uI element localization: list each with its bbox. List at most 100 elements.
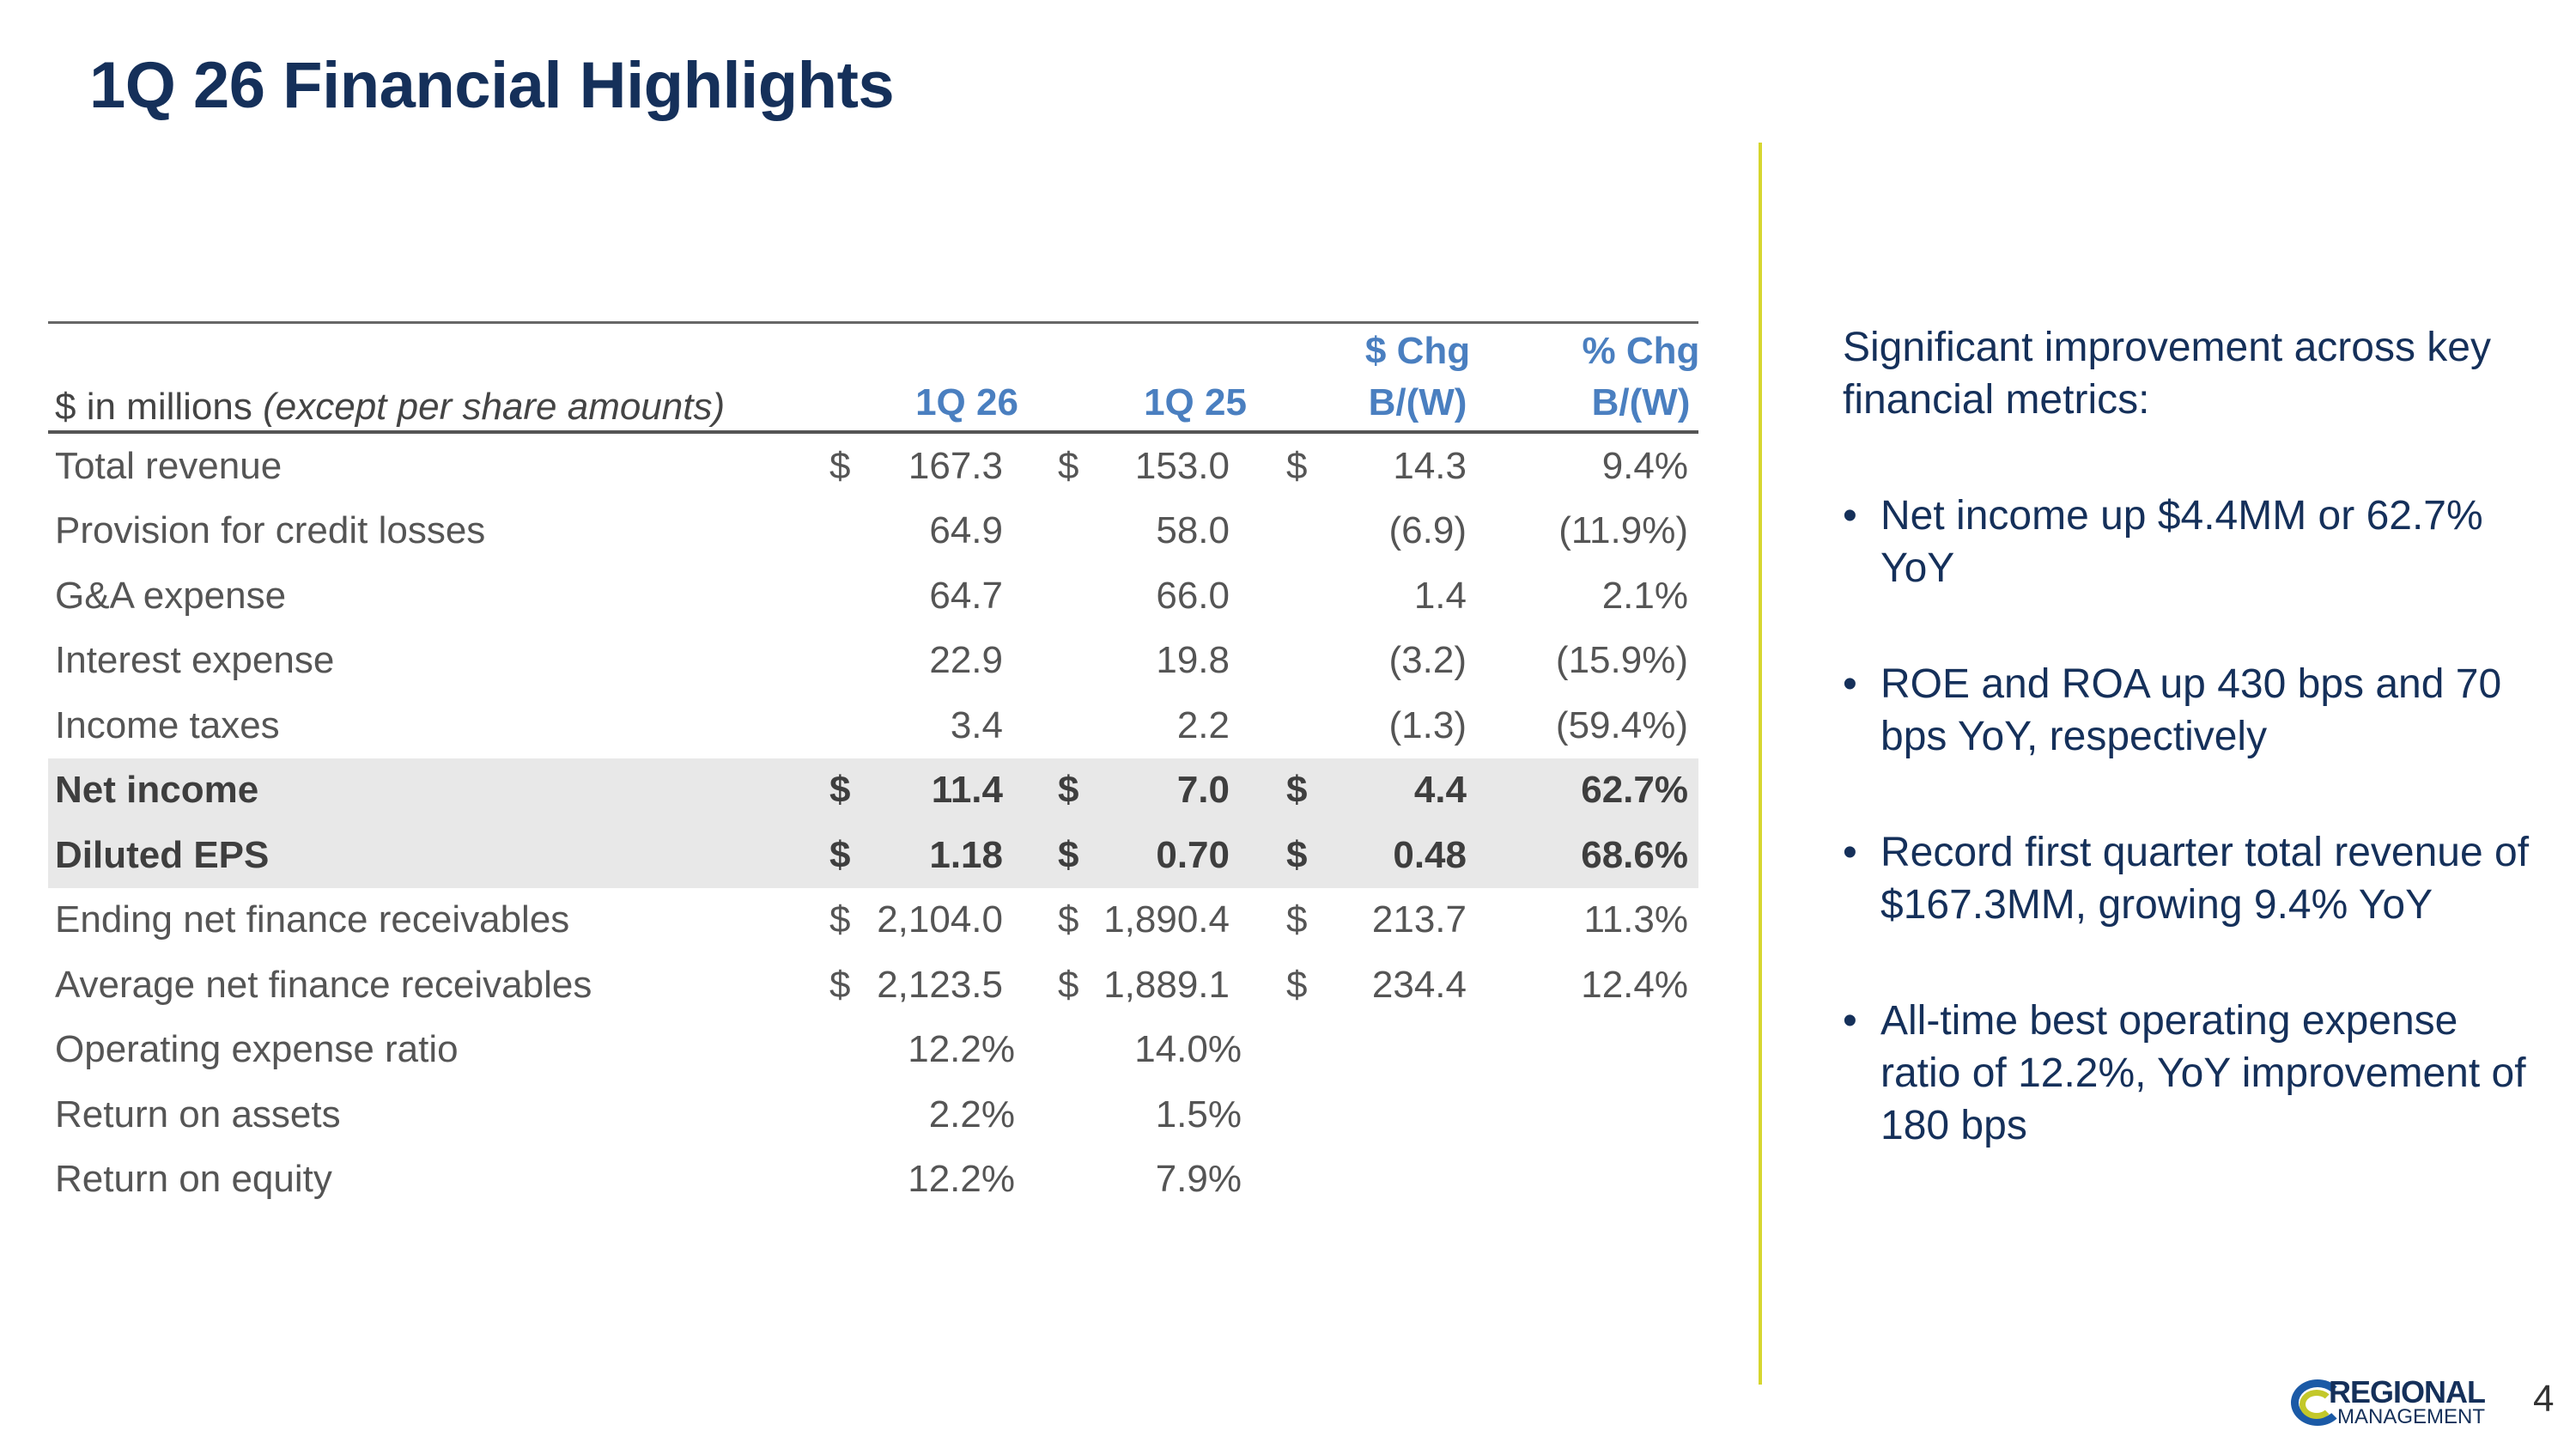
col-header-pct-chg: % Chg B/(W): [1525, 326, 1757, 429]
row-label: Diluted EPS: [55, 833, 270, 876]
table-row: Return on equity 12.2% 7.9%: [48, 1148, 1698, 1213]
bullet-dot-icon: •: [1843, 493, 1857, 539]
cell-c1s: $: [829, 444, 851, 487]
table-row: Total revenue $167.3 $153.0 $14.3 9.4%: [48, 434, 1698, 499]
cell-p1: 12.2%: [908, 1158, 1015, 1201]
cell-c2: 1,889.1: [1103, 963, 1230, 1006]
col-header-1q25: 1Q 25: [1075, 377, 1315, 429]
table-row: Diluted EPS $1.18 $0.70 $0.48 68.6%: [48, 823, 1698, 888]
row-label: Income taxes: [55, 703, 280, 746]
table-row: Net income $11.4 $7.0 $4.4 62.7%: [48, 758, 1698, 823]
logo-arc-icon: [2291, 1379, 2344, 1426]
cell-c3s: $: [1286, 444, 1308, 487]
cell-c4: 9.4%: [1601, 444, 1688, 487]
cell-c1: 64.9: [929, 509, 1003, 552]
table-row: Operating expense ratio 12.2% 14.0%: [48, 1018, 1698, 1083]
row-label: Return on assets: [55, 1093, 341, 1135]
col-header-dollar-chg: $ Chg B/(W): [1302, 326, 1534, 429]
cell-c4: (11.9%): [1558, 509, 1688, 552]
cell-c4: (15.9%): [1555, 639, 1688, 682]
row-label: Ending net finance receivables: [55, 898, 570, 941]
logo-text-line2: MANAGEMENT: [2337, 1405, 2486, 1428]
col-header-pct-chg-l2: B/(W): [1591, 381, 1691, 423]
cell-p1: 12.2%: [908, 1028, 1015, 1071]
logo-text-line1: REGIONAL: [2329, 1374, 2486, 1409]
units-text: $ in millions: [55, 386, 252, 428]
col-header-pct-chg-l1: % Chg: [1582, 330, 1700, 372]
cell-c2: 19.8: [1156, 639, 1230, 682]
cell-c2s: $: [1058, 444, 1079, 487]
cell-c3: 4.4: [1413, 769, 1467, 812]
cell-c3: (6.9): [1388, 509, 1467, 552]
table-row: Provision for credit losses 64.9 58.0 (6.9)…: [48, 499, 1698, 564]
cell-c4: 2.1%: [1601, 574, 1688, 617]
cell-c3: (3.2): [1388, 639, 1467, 682]
bullet-dot-icon: •: [1843, 998, 1857, 1044]
cell-c2: 66.0: [1156, 574, 1230, 617]
table-row: Return on assets 2.2% 1.5%: [48, 1082, 1698, 1148]
cell-c3: 0.48: [1393, 833, 1467, 876]
bullet-dot-icon: •: [1843, 830, 1857, 875]
cell-c4: (59.4%): [1555, 703, 1688, 746]
col-header-1q25-text: 1Q 25: [1144, 381, 1247, 423]
col-header-1q26-text: 1Q 26: [915, 381, 1018, 423]
cell-c3s: $: [1286, 833, 1308, 876]
financial-table: $ in millions (except per share amounts)…: [48, 321, 1699, 1212]
cell-c3: 1.4: [1413, 574, 1467, 617]
page-title: 1Q 26 Financial Highlights: [89, 49, 895, 122]
table-row: Income taxes 3.4 2.2 (1.3) (59.4%): [48, 693, 1698, 758]
cell-c2: 153.0: [1134, 444, 1230, 487]
highlights-panel: Significant improvement across key finan…: [1843, 321, 2547, 1152]
cell-c1: 2,123.5: [877, 963, 1003, 1006]
highlight-bullet: • Record first quarter total revenue of $…: [1843, 826, 2547, 931]
highlight-bullet: • Net income up $4.4MM or 62.7% YoY: [1843, 490, 2547, 594]
cell-c3: 213.7: [1371, 898, 1467, 941]
cell-c2: 0.70: [1156, 833, 1230, 876]
cell-c3: 14.3: [1393, 444, 1467, 487]
cell-c1: 64.7: [929, 574, 1003, 617]
cell-c3: 234.4: [1371, 963, 1467, 1006]
units-italic-note: (except per share amounts): [263, 386, 726, 428]
page-number: 4: [2533, 1378, 2555, 1420]
row-label: Interest expense: [55, 639, 335, 682]
bullet-text: Net income up $4.4MM or 62.7% YoY: [1880, 493, 2483, 591]
bullet-text: All-time best operating expense ratio of…: [1880, 998, 2526, 1148]
cell-c1: 1.18: [929, 833, 1003, 876]
row-label: Operating expense ratio: [55, 1028, 459, 1071]
cell-c4: 68.6%: [1581, 833, 1688, 876]
row-label: Net income: [55, 769, 259, 812]
cell-c4: 11.3%: [1583, 898, 1689, 941]
cell-c2: 2.2: [1176, 703, 1230, 746]
cell-c2: 1,890.4: [1103, 898, 1230, 941]
vertical-divider: [1759, 143, 1762, 1385]
cell-c1s: $: [829, 898, 851, 941]
cell-c1: 3.4: [950, 703, 1003, 746]
cell-p2: 1.5%: [1155, 1093, 1242, 1135]
highlights-intro: Significant improvement across key finan…: [1843, 325, 2491, 423]
table-row: Interest expense 22.9 19.8 (3.2) (15.9%): [48, 629, 1698, 694]
cell-c4: 12.4%: [1581, 963, 1688, 1006]
logo-inner-arc-icon: [2300, 1390, 2334, 1419]
cell-c1: 2,104.0: [877, 898, 1003, 941]
cell-c1: 22.9: [929, 639, 1003, 682]
cell-c3s: $: [1286, 963, 1308, 1006]
bullet-text: Record first quarter total revenue of $1…: [1880, 830, 2530, 928]
row-label: G&A expense: [55, 574, 287, 617]
cell-c1s: $: [829, 963, 851, 1006]
row-label: Return on equity: [55, 1158, 332, 1201]
table-header: $ in millions (except per share amounts)…: [48, 324, 1699, 434]
table-body: Total revenue $167.3 $153.0 $14.3 9.4% Provis…: [48, 434, 1698, 1212]
highlight-bullet: • All-time best operating expense ratio o…: [1843, 995, 2547, 1152]
cell-c2: 58.0: [1156, 509, 1230, 552]
highlight-bullet: • ROE and ROA up 430 bps and 70 bps YoY, …: [1843, 658, 2547, 763]
cell-c3s: $: [1286, 898, 1308, 941]
cell-c2s: $: [1058, 833, 1079, 876]
cell-c2s: $: [1058, 898, 1079, 941]
cell-c1s: $: [829, 769, 851, 812]
cell-c2s: $: [1058, 769, 1079, 812]
table-row: Average net finance receivables $2,123.5 $…: [48, 953, 1698, 1018]
row-label: Total revenue: [55, 444, 283, 487]
cell-c1: 11.4: [931, 769, 1003, 812]
cell-c3: (1.3): [1388, 703, 1467, 746]
cell-p2: 14.0%: [1134, 1028, 1242, 1071]
